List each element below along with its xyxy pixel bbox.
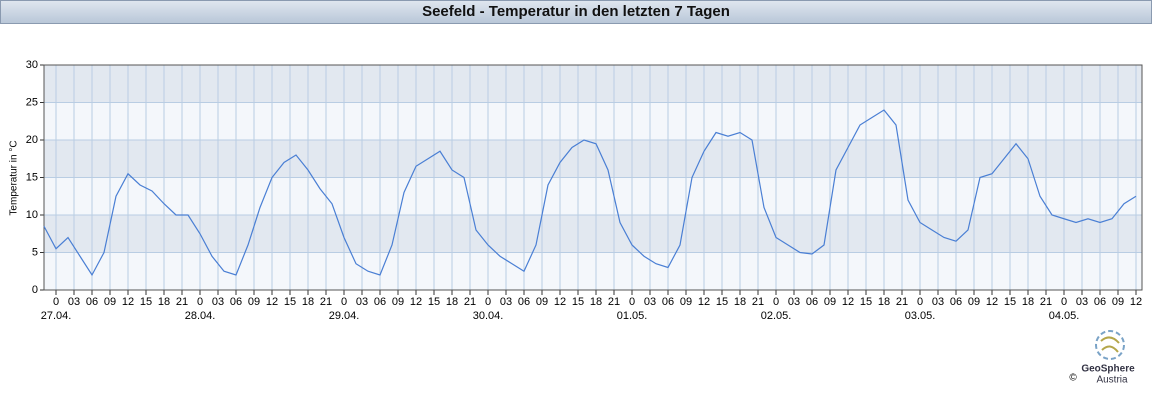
x-tick-label: 15 <box>284 296 296 308</box>
date-label: 02.05. <box>761 310 792 322</box>
x-tick-label: 18 <box>878 296 890 308</box>
date-label: 03.05. <box>905 310 936 322</box>
x-tick-label: 18 <box>158 296 170 308</box>
date-label: 29.04. <box>329 310 360 322</box>
x-tick-label: 12 <box>842 296 854 308</box>
x-tick-label: 21 <box>176 296 188 308</box>
x-tick-label: 15 <box>716 296 728 308</box>
x-tick-label: 09 <box>824 296 836 308</box>
x-tick-label: 03 <box>356 296 368 308</box>
y-tick-label: 20 <box>26 134 38 146</box>
x-tick-label: 0 <box>1061 296 1067 308</box>
x-tick-label: 03 <box>212 296 224 308</box>
x-tick-label: 12 <box>1130 296 1142 308</box>
y-tick-label: 15 <box>26 171 38 183</box>
x-tick-label: 15 <box>860 296 872 308</box>
x-tick-label: 03 <box>1076 296 1088 308</box>
x-tick-label: 0 <box>197 296 203 308</box>
x-tick-label: 0 <box>917 296 923 308</box>
date-label: 27.04. <box>41 310 72 322</box>
x-tick-label: 21 <box>464 296 476 308</box>
x-tick-label: 06 <box>1094 296 1106 308</box>
x-tick-label: 03 <box>788 296 800 308</box>
x-tick-label: 06 <box>518 296 530 308</box>
y-tick-label: 25 <box>26 96 38 108</box>
x-tick-label: 21 <box>752 296 764 308</box>
plot-border <box>43 64 1143 291</box>
chart-title: Seefeld - Temperatur in den letzten 7 Ta… <box>0 0 1152 24</box>
x-tick-label: 0 <box>773 296 779 308</box>
x-tick-label: 09 <box>968 296 980 308</box>
x-tick-label: 03 <box>68 296 80 308</box>
x-tick-label: 21 <box>608 296 620 308</box>
x-tick-label: 21 <box>1040 296 1052 308</box>
date-label: 04.05. <box>1049 310 1080 322</box>
date-label: 01.05. <box>617 310 648 322</box>
x-tick-label: 03 <box>932 296 944 308</box>
x-tick-label: 0 <box>485 296 491 308</box>
logo <box>1095 330 1125 360</box>
x-tick-label: 12 <box>698 296 710 308</box>
x-tick-label: 15 <box>140 296 152 308</box>
band <box>44 65 1142 103</box>
x-tick-label: 06 <box>230 296 242 308</box>
y-tick-label: 30 <box>26 59 38 71</box>
x-tick-label: 06 <box>374 296 386 308</box>
x-tick-label: 12 <box>554 296 566 308</box>
y-tick-label: 5 <box>32 246 38 258</box>
x-tick-label: 09 <box>248 296 260 308</box>
x-tick-label: 06 <box>806 296 818 308</box>
band <box>44 215 1142 253</box>
x-tick-label: 06 <box>662 296 674 308</box>
band <box>44 140 1142 178</box>
logo-country: Austria <box>1096 375 1128 386</box>
x-tick-label: 09 <box>104 296 116 308</box>
x-tick-label: 18 <box>302 296 314 308</box>
x-tick-label: 21 <box>896 296 908 308</box>
x-tick-label: 18 <box>446 296 458 308</box>
temperature-line <box>43 109 1137 277</box>
copyright: © <box>1069 373 1077 384</box>
logo-name: GeoSphere <box>1081 364 1135 375</box>
x-tick-label: 15 <box>572 296 584 308</box>
y-tick-label: 10 <box>26 209 38 221</box>
y-axis-label: Temperatur in °C <box>9 140 20 215</box>
x-tick-label: 09 <box>1112 296 1124 308</box>
x-tick-label: 03 <box>644 296 656 308</box>
date-label: 30.04. <box>473 310 504 322</box>
x-tick-label: 0 <box>341 296 347 308</box>
x-tick-label: 15 <box>428 296 440 308</box>
x-tick-label: 12 <box>266 296 278 308</box>
x-tick-label: 18 <box>734 296 746 308</box>
y-tick-label: 0 <box>32 284 38 296</box>
x-tick-label: 09 <box>536 296 548 308</box>
x-tick-label: 0 <box>53 296 59 308</box>
x-tick-label: 09 <box>392 296 404 308</box>
x-tick-label: 06 <box>86 296 98 308</box>
x-tick-label: 12 <box>122 296 134 308</box>
x-tick-label: 09 <box>680 296 692 308</box>
x-tick-label: 15 <box>1004 296 1016 308</box>
x-tick-label: 03 <box>500 296 512 308</box>
x-tick-label: 12 <box>986 296 998 308</box>
date-label: 28.04. <box>185 310 216 322</box>
x-tick-label: 21 <box>320 296 332 308</box>
x-tick-label: 12 <box>410 296 422 308</box>
x-tick-label: 18 <box>1022 296 1034 308</box>
x-tick-label: 0 <box>629 296 635 308</box>
x-tick-label: 06 <box>950 296 962 308</box>
x-tick-label: 18 <box>590 296 602 308</box>
